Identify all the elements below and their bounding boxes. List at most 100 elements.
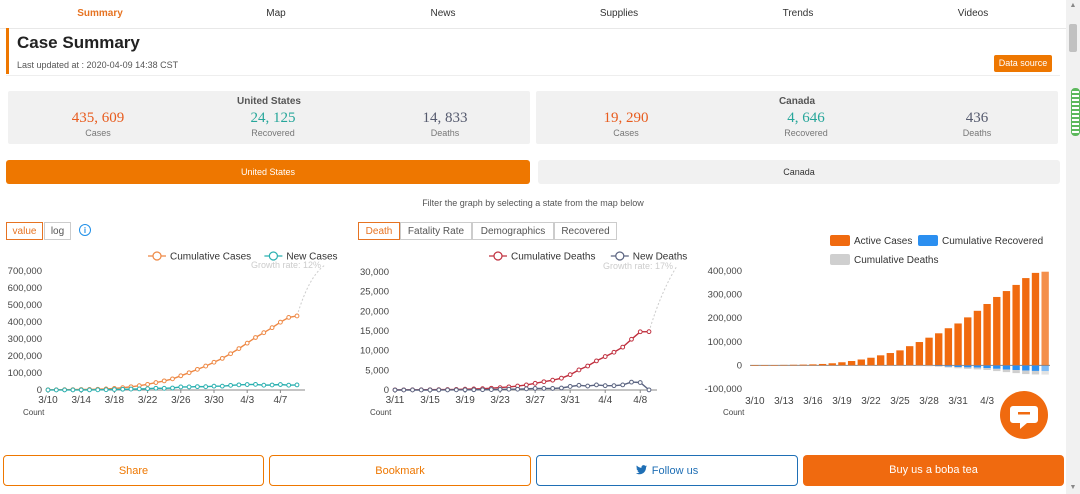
legend-marker xyxy=(268,251,278,261)
bar-active xyxy=(760,365,769,366)
y-tick-label: 300,000 xyxy=(708,290,742,301)
data-point xyxy=(219,355,225,361)
data-point xyxy=(646,387,652,393)
data-point xyxy=(646,329,652,335)
data-point xyxy=(128,386,134,392)
data-point xyxy=(236,382,242,388)
x-tick-label: 3/31 xyxy=(948,396,968,407)
bar-active xyxy=(799,364,807,366)
scale-log-button[interactable]: log xyxy=(44,222,71,240)
bar-recovered xyxy=(935,365,943,366)
data-point xyxy=(195,384,200,390)
follow-us-label: Follow us xyxy=(651,465,699,477)
stat-deaths: 14, 833 Deaths xyxy=(385,109,505,139)
nav-trends[interactable]: Trends xyxy=(782,8,814,19)
data-point xyxy=(70,387,76,393)
bar-active xyxy=(896,350,904,366)
bar-active xyxy=(935,333,943,366)
bar-recovered xyxy=(1012,365,1020,371)
scale-value-button[interactable]: value xyxy=(6,222,43,240)
bar-recovered xyxy=(954,365,962,368)
data-point xyxy=(392,387,398,393)
x-tick-label: 3/22 xyxy=(138,395,158,406)
data-point xyxy=(211,383,217,389)
follow-us-button[interactable]: Follow us xyxy=(536,455,798,486)
series-line-0 xyxy=(394,331,650,391)
bar-deaths xyxy=(1022,370,1030,375)
bar-recovered xyxy=(993,365,1001,369)
data-point xyxy=(53,387,59,393)
legend-label: Cumulative Cases xyxy=(170,252,251,263)
share-button[interactable]: Share xyxy=(3,455,264,486)
stat-value: 24, 125 xyxy=(250,110,296,126)
data-point xyxy=(620,344,626,350)
metric-tab-fatality-rate[interactable]: Fatality Rate xyxy=(400,222,472,240)
growth-projection-line xyxy=(296,264,326,317)
scroll-down-icon[interactable]: ▼ xyxy=(1069,484,1077,491)
bar-recovered xyxy=(1041,365,1049,372)
tab-united-states[interactable]: United States xyxy=(6,160,530,184)
y-tick-label: 100,000 xyxy=(8,368,42,379)
x-tick-label: 3/26 xyxy=(171,395,191,406)
bar-deaths xyxy=(1012,370,1020,374)
bookmark-button[interactable]: Bookmark xyxy=(269,455,531,486)
cases-line-chart: 0 100,000 200,000 300,000 400,000 500,000 600,… xyxy=(8,251,338,417)
data-source-button[interactable]: Data source xyxy=(994,55,1052,72)
y-tick-label: 5,000 xyxy=(365,365,389,376)
data-point xyxy=(453,387,459,393)
bar-active xyxy=(954,323,962,366)
data-point xyxy=(594,382,599,388)
data-point xyxy=(576,367,582,373)
legend-swatch xyxy=(830,254,850,265)
data-point xyxy=(532,386,538,391)
x-tick-label: 4/3 xyxy=(240,395,254,406)
x-tick-label: 3/27 xyxy=(525,395,545,406)
title-accent-bar xyxy=(6,28,9,74)
growth-projection-line xyxy=(648,265,678,332)
metric-tab-recovered[interactable]: Recovered xyxy=(554,222,617,240)
tab-canada[interactable]: Canada xyxy=(538,160,1060,184)
y-tick-label: 0 xyxy=(384,385,389,396)
y-tick-label: 0 xyxy=(737,360,742,371)
top-nav: Summary Map News Supplies Trends Videos xyxy=(0,0,1066,29)
y-tick-label: -100,000 xyxy=(704,384,742,395)
stat-label: Cases xyxy=(613,128,639,138)
stacked-bar-chart: Active Cases Cumulative Recovered Cumulati… xyxy=(704,235,1050,417)
bar-active xyxy=(1041,271,1049,366)
data-point xyxy=(515,386,521,392)
scroll-up-icon[interactable]: ▲ xyxy=(1069,2,1077,9)
data-point xyxy=(567,384,573,389)
data-point xyxy=(637,380,643,385)
legend-label: Cumulative Recovered xyxy=(942,236,1043,247)
data-point xyxy=(541,386,547,391)
data-point xyxy=(427,387,433,393)
metric-tab-demographics[interactable]: Demographics xyxy=(472,222,554,240)
chat-button[interactable] xyxy=(1000,391,1048,439)
nav-map[interactable]: Map xyxy=(266,8,286,19)
nav-videos[interactable]: Videos xyxy=(957,8,989,19)
stat-label: Recovered xyxy=(251,128,295,138)
page-scrollbar[interactable]: ▲ ▼ xyxy=(1066,0,1080,494)
nav-news[interactable]: News xyxy=(430,8,456,19)
y-tick-label: 30,000 xyxy=(360,267,389,278)
nav-summary[interactable]: Summary xyxy=(77,8,123,19)
legend-label: Cumulative Deaths xyxy=(511,252,595,263)
data-point xyxy=(278,319,283,325)
bar-active xyxy=(770,365,778,366)
metric-tab-death[interactable]: Death xyxy=(358,222,400,240)
data-point xyxy=(278,382,283,387)
bar-active xyxy=(847,361,856,366)
side-widget-icon[interactable] xyxy=(1071,88,1080,136)
data-point xyxy=(203,363,209,369)
stat-recovered: 4, 646 Recovered xyxy=(746,109,866,139)
data-point xyxy=(576,382,582,388)
scroll-thumb[interactable] xyxy=(1069,24,1077,52)
nav-supplies[interactable]: Supplies xyxy=(599,8,639,19)
x-tick-label: 4/8 xyxy=(633,395,647,406)
data-point xyxy=(567,372,573,378)
info-icon[interactable]: i xyxy=(79,224,91,236)
bar-deaths xyxy=(1002,369,1011,373)
stat-value: 435, 609 xyxy=(71,110,125,126)
data-point xyxy=(112,387,117,392)
buy-boba-tea-button[interactable]: Buy us a boba tea xyxy=(803,455,1064,486)
